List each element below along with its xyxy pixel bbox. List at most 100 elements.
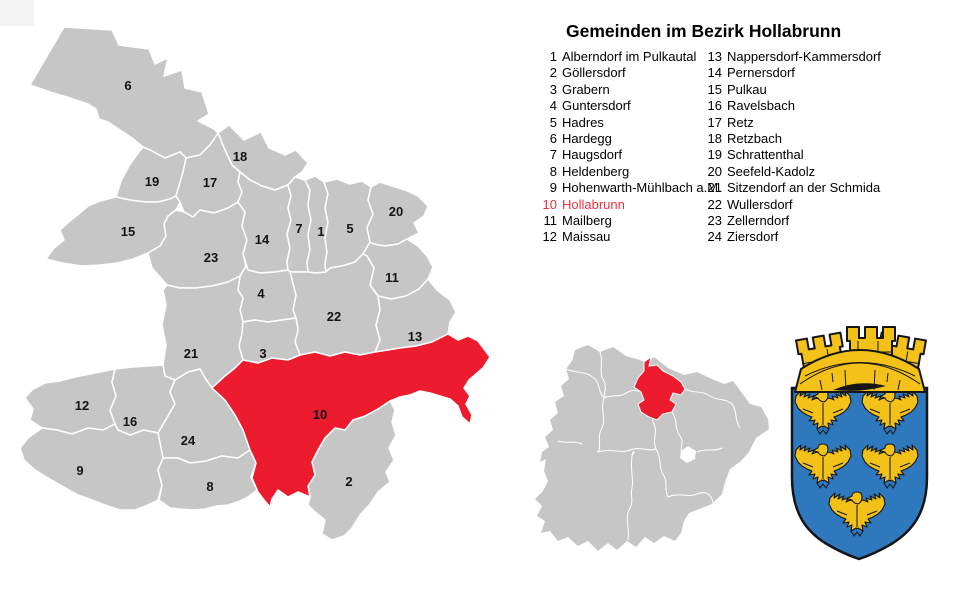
legend-item-1: 1 Alberndorf im Pulkautal (541, 49, 722, 65)
legend-item-name: Ziersdorf (727, 229, 779, 245)
region-label-6: 6 (124, 78, 131, 93)
legend-item-11: 11 Mailberg (541, 213, 722, 229)
region-label-4: 4 (257, 286, 265, 301)
legend-item-number: 21 (707, 180, 722, 196)
region-label-11: 11 (385, 270, 399, 285)
vienna-gap (680, 446, 696, 463)
legend-item-name: Retz (727, 114, 754, 130)
region-label-18: 18 (233, 149, 247, 164)
legend-item-name: Sitzendorf an der Schmida (727, 180, 881, 196)
legend-item-6: 6 Hardegg (541, 131, 722, 147)
legend-item-name: Alberndorf im Pulkautal (562, 49, 697, 64)
legend-item-name: Ravelsbach (727, 98, 795, 114)
legend-item-name: Zellerndorf (727, 213, 790, 229)
legend-item-name: Hollabrunn (562, 196, 625, 212)
region-label-5: 5 (346, 221, 353, 236)
mural-crown (794, 326, 927, 393)
legend-item-number: 4 (549, 98, 557, 114)
legend-item-number: 9 (549, 180, 557, 196)
legend-item-number: 22 (707, 196, 722, 212)
legend-item-17: 17 Retz (704, 115, 881, 131)
region-label-16: 16 (123, 414, 137, 429)
legend-item-number: 13 (707, 49, 722, 64)
legend-item-3: 3 Grabern (541, 82, 722, 98)
legend-item-number: 10 (542, 196, 557, 212)
legend-item-name: Nappersdorf-Kammersdorf (727, 49, 881, 64)
region-label-7: 7 (295, 221, 302, 236)
legend-item-name: Hardegg (562, 131, 612, 147)
region-20 (366, 181, 429, 247)
legend-item-5: 5 Hadres (541, 115, 722, 131)
legend-item-name: Mailberg (562, 213, 612, 229)
legend-item-number: 19 (707, 147, 722, 163)
region-label-13: 13 (408, 329, 422, 344)
region-9 (19, 423, 164, 511)
legend-item-name: Heldenberg (562, 163, 630, 179)
region-8 (157, 449, 258, 511)
legend-item-9: 9 Hohenwarth-Mühlbach a.M. (541, 180, 722, 196)
region-label-12: 12 (75, 398, 89, 413)
region-label-17: 17 (203, 175, 217, 190)
legend-item-name: Grabern (562, 81, 610, 97)
legend-item-number: 6 (549, 131, 557, 147)
region-label-8: 8 (206, 479, 213, 494)
locator-district-borders (557, 351, 741, 541)
legend-item-23: 23 Zellerndorf (704, 213, 881, 229)
legend-item-name: Pernersdorf (727, 65, 795, 81)
legend-item-name: Göllersdorf (562, 65, 626, 81)
legend-item-name: Hohenwarth-Mühlbach a.M. (562, 180, 722, 196)
legend-item-number: 15 (707, 81, 722, 97)
legend-item-14: 14 Pernersdorf (704, 65, 881, 81)
region-label-21: 21 (184, 346, 198, 361)
legend-item-22: 22 Wullersdorf (704, 197, 881, 213)
legend-item-number: 7 (549, 147, 557, 163)
legend-item-name: Hadres (562, 114, 604, 130)
crown-wall (794, 349, 926, 393)
legend-item-number: 2 (549, 65, 557, 81)
legend-item-number: 8 (549, 163, 557, 179)
legend-item-number: 11 (543, 213, 558, 229)
shield (790, 386, 929, 561)
legend-item-18: 18 Retzbach (704, 131, 881, 147)
legend-item-number: 20 (707, 163, 722, 179)
scan-artifact (0, 0, 34, 26)
legend-item-2: 2 Göllersdorf (541, 65, 722, 81)
legend-item-name: Maissau (562, 229, 611, 245)
legend-item-name: Schrattenthal (727, 147, 804, 163)
region-label-19: 19 (145, 174, 159, 189)
region-label-1: 1 (317, 224, 324, 239)
region-label-23: 23 (204, 250, 218, 265)
region-label-14: 14 (255, 232, 270, 247)
legend-item-name: Guntersdorf (562, 98, 631, 114)
legend-item-number: 3 (549, 81, 557, 97)
region-3 (238, 317, 301, 364)
legend-item-number: 14 (707, 65, 722, 81)
region-10-highlighted (211, 333, 491, 508)
legend-item-16: 16 Ravelsbach (704, 98, 881, 114)
region-15 (45, 195, 181, 267)
legend-item-12: 12 Maissau (541, 229, 722, 245)
legend-item-number: 1 (549, 49, 557, 64)
crown-shadow (833, 383, 886, 391)
region-label-3: 3 (259, 346, 266, 361)
legend-column-1: 1 Alberndorf im Pulkautal 2 Göllersdorf 3 Gra… (541, 49, 722, 246)
legend-item-number: 23 (707, 213, 722, 229)
legend-item-24: 24 Ziersdorf (704, 229, 881, 245)
legend-item-19: 19 Schrattenthal (704, 147, 881, 163)
legend-item-number: 18 (707, 131, 722, 147)
region-label-15: 15 (121, 224, 135, 239)
region-label-2: 2 (345, 474, 352, 489)
region-label-9: 9 (76, 463, 83, 478)
legend-item-13: 13 Nappersdorf-Kammersdorf (704, 49, 881, 65)
coat-of-arms (790, 326, 929, 561)
legend-item-name: Retzbach (727, 131, 782, 147)
region-label-24: 24 (181, 433, 196, 448)
legend-item-name: Seefeld-Kadolz (727, 163, 816, 179)
legend-item-4: 4 Guntersdorf (541, 98, 722, 114)
page-title: Gemeinden im Bezirk Hollabrunn (566, 21, 842, 41)
legend-item-number: 5 (549, 114, 557, 130)
legend-item-15: 15 Pulkau (704, 82, 881, 98)
